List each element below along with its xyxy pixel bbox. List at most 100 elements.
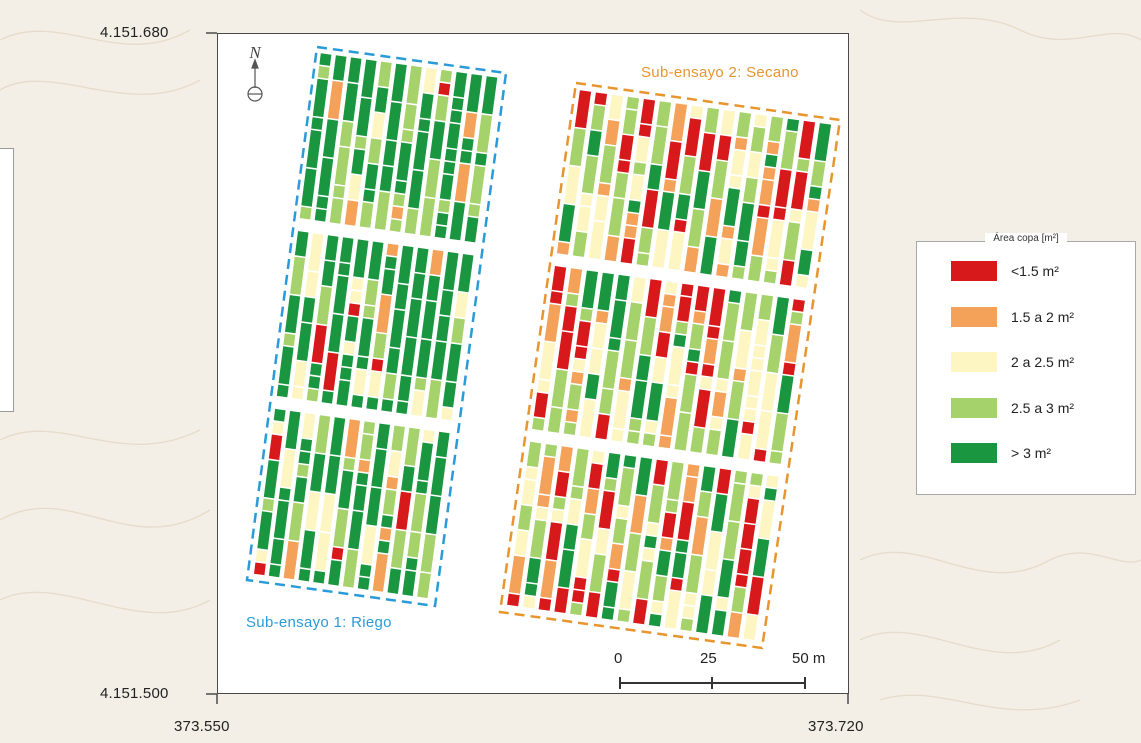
riego-plot-cell — [425, 495, 441, 535]
secano-plot-cell — [775, 169, 792, 208]
secano-plot-cell — [723, 188, 740, 227]
riego-plot-cell — [331, 547, 344, 560]
riego-plot-cell — [298, 568, 311, 582]
riego-plot-cell — [270, 538, 284, 565]
secano-plot-cell — [740, 292, 758, 331]
riego-plot-cell — [391, 206, 404, 220]
secano-plot-cell — [611, 429, 624, 442]
riego-plot-cell — [278, 346, 294, 385]
secano-plot-cell — [779, 260, 795, 286]
riego-label: Sub-ensayo 1: Riego — [246, 614, 392, 631]
secano-plot-cell — [556, 331, 574, 370]
scale-label-25: 25 — [700, 650, 717, 667]
secano-plot-cell — [704, 107, 720, 134]
secano-plot-cell — [766, 475, 779, 488]
secano-plot-cell — [590, 105, 606, 131]
secano-plot-cell — [735, 330, 752, 369]
riego-plot-cell — [268, 564, 281, 578]
secano-plot-cell — [733, 241, 749, 267]
riego-plot-cell — [321, 390, 334, 404]
secano-plot-cell — [538, 598, 552, 611]
secano-plot-cell — [655, 332, 671, 358]
secano-plot-cell — [619, 571, 636, 610]
secano-plot-cell — [623, 455, 637, 468]
riego-plot-cell — [358, 318, 374, 357]
legend-item: 2.5 a 3 m² — [951, 397, 1074, 419]
riego-plot-cell — [358, 459, 370, 473]
riego-plot-cell — [372, 553, 388, 592]
secano-plot-cell — [784, 324, 802, 363]
secano-plot-cell — [685, 361, 699, 375]
secano-plot-cell — [626, 212, 639, 226]
secano-plot-cell — [646, 382, 663, 421]
riego-plot-cell — [459, 150, 472, 164]
legend-swatch — [951, 443, 997, 463]
riego-plot-cell — [280, 449, 296, 488]
secano-plot-cell — [732, 266, 745, 279]
secano-plot-cell — [808, 186, 822, 200]
secano-plot-cell — [599, 145, 616, 184]
riego-plot-cell — [371, 358, 384, 372]
riego-plot-cell — [386, 348, 400, 374]
riego-plot-cell — [356, 97, 372, 137]
secano-plot-cell — [659, 306, 674, 333]
legend-item: <1.5 m² — [951, 260, 1059, 282]
secano-plot-cell — [524, 583, 538, 596]
secano-plot-cell — [717, 341, 734, 379]
riego-plot-cell — [406, 298, 422, 338]
riego-plot-cell — [291, 386, 304, 400]
legend-item: 2 a 2.5 m² — [951, 351, 1074, 373]
secano-plot-cell — [663, 294, 676, 307]
riego-plot-cell — [353, 485, 367, 511]
riego-plot-cell — [443, 251, 459, 291]
secano-plot-cell — [581, 155, 599, 194]
riego-plot-cell — [296, 464, 309, 477]
secano-plot-cell — [609, 300, 627, 339]
secano-plot-cell — [572, 231, 588, 257]
riego-plot-cell — [328, 560, 342, 586]
secano-plot-cell — [743, 408, 757, 422]
riego-plot-cell — [296, 322, 312, 361]
secano-plot-cell — [652, 575, 668, 602]
riego-plot-cell — [410, 493, 427, 532]
secano-plot-cell — [807, 199, 820, 212]
secano-label: Sub-ensayo 2: Secano — [641, 64, 799, 81]
secano-plot-cell — [716, 468, 732, 494]
secano-plot-cell — [522, 595, 536, 609]
riego-plot-cell — [359, 434, 374, 460]
riego-plot-cell — [338, 470, 354, 509]
secano-plot-cell — [792, 299, 805, 312]
riego-plot-cell — [325, 455, 341, 494]
legend-swatch — [951, 307, 997, 327]
secano-plot-cell — [551, 369, 568, 408]
secano-plot-cell — [731, 587, 746, 613]
riego-plot-cell — [336, 380, 351, 406]
riego-plot-cell — [443, 161, 456, 175]
secano-plot-cell — [711, 160, 728, 199]
secano-plot-cell — [620, 340, 637, 379]
riego-plot-cell — [317, 66, 330, 79]
riego-plot-cell — [381, 399, 394, 412]
secano-plot-cell — [682, 605, 695, 619]
secano-plot-cell — [584, 488, 600, 514]
secano-plot-cell — [652, 357, 667, 383]
secano-plot-cell — [525, 467, 538, 480]
riego-plot-cell — [349, 290, 362, 304]
scale-label-50: 50 m — [792, 650, 826, 667]
secano-plot-cell — [599, 388, 614, 415]
secano-plot-cell — [716, 135, 732, 161]
riego-plot-cell — [404, 427, 420, 466]
riego-plot-cell — [398, 245, 414, 284]
riego-plot-cell — [476, 114, 493, 153]
riego-plot-cell — [363, 189, 375, 203]
secano-plot-cell — [544, 304, 561, 342]
riego-plot-cell — [343, 549, 359, 588]
riego-plot-cell — [379, 527, 392, 541]
secano-plot-cell — [521, 479, 536, 506]
riego-plot-cell — [276, 384, 289, 398]
secano-plot-cell — [612, 518, 628, 544]
secano-plot-cell — [647, 485, 665, 523]
secano-plot-cell — [624, 225, 637, 239]
secano-plot-cell — [630, 495, 647, 534]
riego-plot-cell — [255, 549, 268, 563]
